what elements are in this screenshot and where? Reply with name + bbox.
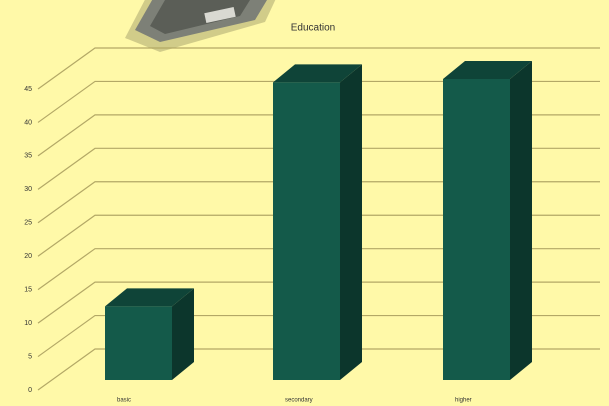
- bar-side: [172, 288, 194, 380]
- chart-title: Education: [291, 23, 335, 34]
- bar-front: [105, 306, 172, 380]
- grid-line: [37, 214, 600, 257]
- y-tick-label: 30: [24, 186, 32, 193]
- y-tick-label: 10: [24, 320, 32, 327]
- bar: [443, 61, 532, 380]
- bar-front: [273, 82, 340, 380]
- x-tick-label: higher: [455, 398, 472, 404]
- grid-line: [37, 248, 600, 291]
- bar-front: [443, 79, 510, 380]
- y-tick-label: 45: [24, 86, 32, 93]
- bar-side: [510, 61, 532, 380]
- y-tick-label: 0: [28, 387, 32, 394]
- y-tick-label: 35: [24, 153, 32, 160]
- grid-line: [37, 314, 600, 358]
- grid-line: [37, 348, 600, 391]
- y-tick-label: 5: [28, 353, 32, 360]
- bar-side: [340, 64, 362, 380]
- y-tick-label: 20: [24, 253, 32, 260]
- x-tick-label: secondary: [285, 398, 313, 404]
- grid-line: [37, 80, 600, 123]
- x-tick-label: basic: [117, 398, 131, 404]
- bar-top: [273, 64, 362, 83]
- grid-line: [37, 147, 600, 190]
- bar: [105, 288, 194, 380]
- grid-line: [37, 181, 600, 224]
- bar: [273, 64, 362, 380]
- decor-photo: [125, 0, 276, 52]
- bar-top: [105, 288, 194, 307]
- y-tick-label: 15: [24, 287, 32, 294]
- y-tick-label: 25: [24, 220, 32, 227]
- bar-top: [443, 61, 532, 79]
- grid-line: [37, 47, 600, 90]
- grid-line: [37, 281, 600, 324]
- grid-line: [37, 114, 600, 157]
- y-tick-label: 40: [24, 119, 32, 126]
